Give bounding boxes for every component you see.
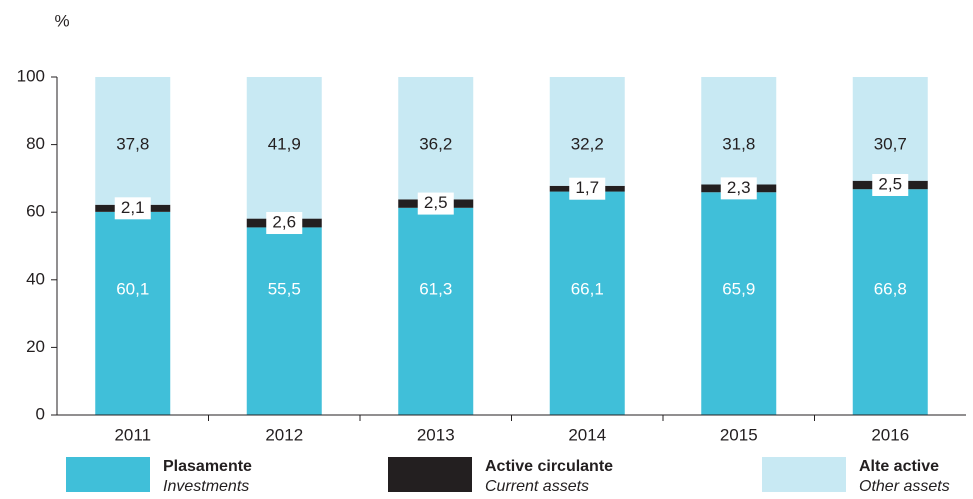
y-tick-label: 0: [36, 404, 45, 423]
bar-segment: [852, 189, 928, 415]
bar-segment: [549, 77, 625, 186]
value-label: 2,3: [727, 178, 751, 197]
value-label: 60,1: [116, 279, 149, 298]
y-tick-label: 60: [26, 202, 45, 221]
value-label: 31,8: [722, 134, 755, 153]
x-tick-label: 2016: [871, 425, 909, 444]
y-tick-label: 40: [26, 269, 45, 288]
value-label: 2,5: [878, 174, 902, 193]
value-label: 32,2: [571, 134, 604, 153]
x-tick-label: 2011: [114, 425, 151, 444]
x-tick-label: 2013: [417, 425, 455, 444]
x-tick-label: 2014: [568, 425, 606, 444]
value-label-box: [872, 173, 909, 196]
legend-sublabel: Other assets: [859, 478, 950, 495]
bar-segment: [246, 77, 322, 219]
legend-sublabel: Investments: [163, 478, 249, 495]
legend-swatch: [762, 457, 846, 492]
y-axis-label: %: [54, 11, 69, 30]
value-label: 55,5: [268, 279, 301, 298]
value-label: 65,9: [722, 279, 755, 298]
bar-segment: [701, 192, 777, 415]
bar-segment: [398, 77, 474, 200]
value-label: 37,8: [116, 134, 149, 153]
x-tick-label: 2015: [720, 425, 758, 444]
value-label: 36,2: [419, 134, 452, 153]
value-label: 66,8: [874, 279, 907, 298]
value-label-box: [569, 177, 606, 200]
bar-segment: [701, 77, 777, 185]
y-tick-label: 80: [26, 134, 45, 153]
value-label-box: [266, 212, 303, 235]
bar-segment: [246, 227, 322, 415]
bar-segment: [852, 77, 928, 181]
bar-segment: [398, 207, 474, 415]
legend-swatch: [388, 457, 472, 492]
legend-swatch: [66, 457, 150, 492]
value-label-box: [720, 177, 757, 200]
value-label: 66,1: [571, 279, 604, 298]
value-label: 2,1: [121, 198, 145, 217]
value-label-box: [417, 192, 454, 215]
value-label: 2,6: [272, 213, 296, 232]
y-tick-label: 100: [17, 66, 45, 85]
y-tick-label: 20: [26, 337, 45, 356]
value-label: 30,7: [874, 134, 907, 153]
legend-label: Active circulante: [485, 458, 613, 475]
value-label: 61,3: [419, 279, 452, 298]
bar-segment: [95, 77, 171, 205]
x-tick-label: 2012: [265, 425, 303, 444]
legend-label: Plasamente: [163, 458, 252, 475]
value-label-box: [114, 197, 151, 220]
legend-label: Alte active: [859, 458, 939, 475]
value-label: 2,5: [424, 193, 448, 212]
value-label: 41,9: [268, 134, 301, 153]
bar-segment: [95, 211, 171, 415]
legend-sublabel: Current assets: [485, 478, 589, 495]
bar-segment: [549, 191, 625, 415]
value-label: 1,7: [575, 178, 599, 197]
